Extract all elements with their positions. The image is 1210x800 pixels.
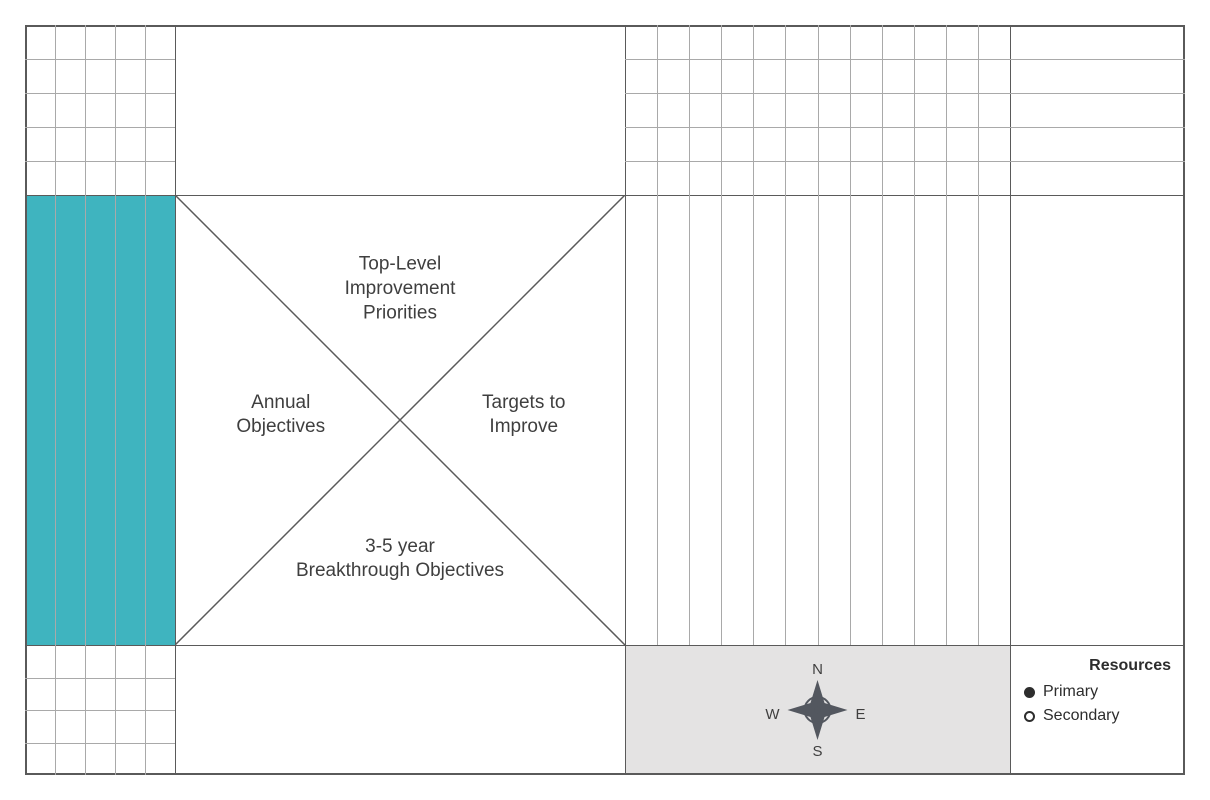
top-mid-col (946, 25, 947, 195)
mid-mid-col (721, 195, 722, 645)
mid-mid-col (946, 195, 947, 645)
top-mid-col (978, 25, 979, 195)
bot-row-line (25, 678, 175, 679)
mid-mid-col (753, 195, 754, 645)
bot-row-line (25, 743, 175, 744)
xmatrix-label-right: Targets toImprove (482, 392, 565, 437)
bot-left-col (55, 645, 56, 775)
filled-circle-icon (1024, 687, 1035, 698)
legend-item-label: Secondary (1043, 707, 1120, 725)
mid-left-col (145, 195, 146, 645)
legend-item: Primary (1024, 683, 1171, 701)
top-mid-col (657, 25, 658, 195)
top-mid-col (882, 25, 883, 195)
compass-n: N (812, 661, 823, 678)
mid-left-col (115, 195, 116, 645)
top-left-col (85, 25, 86, 195)
top-mid-col (785, 25, 786, 195)
bot-left-col (115, 645, 116, 775)
xmatrix-svg: Top-LevelImprovementPriorities Targets to… (175, 195, 625, 645)
top-row-line (1010, 127, 1185, 128)
xmatrix-label-bottom: 3-5 yearBreakthrough Objectives (296, 536, 504, 581)
top-row-line (25, 161, 175, 162)
top-left-col (55, 25, 56, 195)
top-row-line (1010, 59, 1185, 60)
top-mid-col (850, 25, 851, 195)
xmatrix-diagram: Top-LevelImprovementPriorities Targets to… (0, 0, 1210, 800)
mid-mid-col (914, 195, 915, 645)
legend-item-label: Primary (1043, 683, 1098, 701)
top-mid-col (818, 25, 819, 195)
open-circle-icon (1024, 711, 1035, 722)
bot-left-col (145, 645, 146, 775)
top-mid-col (721, 25, 722, 195)
mid-left-col (55, 195, 56, 645)
compass-e: E (856, 706, 866, 723)
mid-mid-col (850, 195, 851, 645)
xmatrix-label-top: Top-LevelImprovementPriorities (345, 254, 457, 324)
top-row-line (1010, 161, 1185, 162)
compass-icon: N S E W (625, 645, 1010, 775)
mid-left-col (85, 195, 86, 645)
mid-mid-col (785, 195, 786, 645)
mid-mid-col (882, 195, 883, 645)
top-row-line (1010, 93, 1185, 94)
top-left-col (115, 25, 116, 195)
top-row-line (25, 127, 175, 128)
mid-mid-col (818, 195, 819, 645)
xmatrix-label-left: AnnualObjectives (236, 392, 325, 437)
top-row-line (25, 59, 175, 60)
top-left-col (145, 25, 146, 195)
bot-row-line (25, 710, 175, 711)
top-mid-col (914, 25, 915, 195)
top-row-line (25, 93, 175, 94)
mid-mid-col (689, 195, 690, 645)
mid-mid-col (978, 195, 979, 645)
legend-item: Secondary (1024, 707, 1171, 725)
bot-left-col (85, 645, 86, 775)
resources-legend: Resources Primary Secondary (1010, 645, 1185, 775)
compass-w: W (765, 706, 780, 723)
compass-s: S (812, 743, 822, 760)
legend-title: Resources (1024, 657, 1171, 675)
mid-mid-col (657, 195, 658, 645)
top-mid-col (689, 25, 690, 195)
top-mid-col (753, 25, 754, 195)
